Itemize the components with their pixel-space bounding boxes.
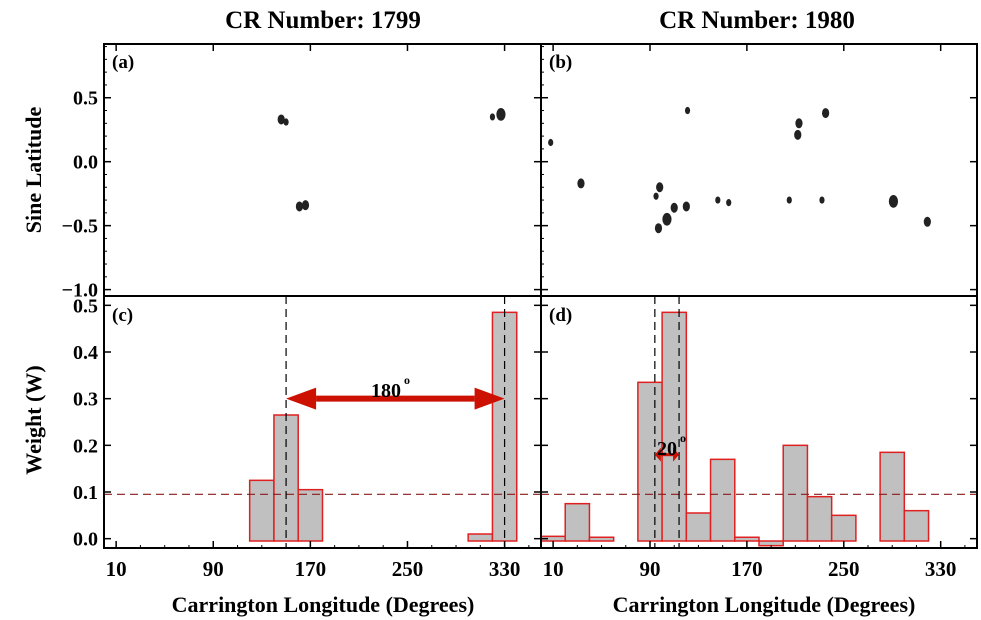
arrow-head-left-d — [654, 447, 661, 462]
bar-c-2 — [297, 488, 324, 542]
title-left: CR Number: 1799 — [225, 7, 421, 34]
bar-d-9 — [782, 444, 809, 542]
panel-label-d: (d) — [549, 305, 572, 326]
panel-b — [541, 44, 977, 291]
bar-d-7 — [734, 536, 760, 542]
ytick-label-c-0: 0.0 — [73, 529, 98, 551]
spot-b-2 — [656, 182, 664, 193]
bar-d-8 — [758, 540, 784, 547]
arrow-label-180-text: 180 — [371, 380, 401, 402]
spot-a-2 — [295, 201, 304, 212]
spot-b-14 — [819, 196, 825, 204]
bar-d-2 — [588, 536, 615, 542]
spot-b-4 — [670, 202, 678, 213]
spot-b-5 — [682, 201, 690, 212]
xlabel-right: Carrington Longitude (Degrees) — [613, 592, 916, 617]
ytick-label-a-3: −1.0 — [62, 280, 98, 302]
xtick-label-d-3: 250 — [828, 557, 860, 581]
xtick-label-d-2: 170 — [731, 557, 763, 581]
panel-label-c: (c) — [112, 305, 133, 326]
bar-d-13 — [903, 509, 930, 542]
spot-b-13 — [822, 108, 830, 119]
bar-d-6 — [709, 458, 736, 542]
bar-d-12 — [879, 451, 906, 542]
arrow-head-right-d — [673, 447, 680, 462]
frame-b — [540, 43, 978, 297]
spot-b-16 — [923, 216, 931, 227]
bar-d-4 — [661, 311, 688, 542]
xtick-label-c-3: 250 — [392, 557, 424, 581]
title-right: CR Number: 1980 — [659, 7, 855, 34]
spot-a-4 — [496, 107, 506, 121]
ytick-label-a-1: 0.0 — [73, 152, 98, 174]
ytick-label-a-2: −0.5 — [62, 216, 98, 238]
bar-d-1 — [564, 502, 591, 542]
spot-a-5 — [489, 113, 496, 121]
ytick-label-c-3: 0.3 — [73, 389, 98, 411]
bar-d-5 — [685, 512, 712, 542]
xtick-label-d-0: 10 — [543, 557, 564, 581]
spot-b-9 — [726, 199, 732, 207]
spot-b-1 — [577, 178, 585, 189]
spot-b-17 — [786, 196, 792, 204]
bar-d-3 — [637, 381, 663, 542]
arrow-label-20-degree: o — [680, 431, 686, 445]
arrow-head-right-c — [474, 387, 505, 410]
xtick-label-c-4: 330 — [489, 557, 521, 581]
frame-a — [103, 43, 542, 297]
xtick-label-d-1: 90 — [640, 557, 661, 581]
panel-label-a: (a) — [112, 52, 134, 73]
spot-a-3 — [301, 200, 310, 211]
ytick-label-c-1: 0.1 — [73, 482, 98, 504]
spot-b-7 — [654, 223, 663, 234]
spot-a-1 — [283, 118, 289, 126]
ytick-label-a-0: 0.5 — [73, 88, 98, 110]
arrow-label-20: 20 o — [657, 431, 686, 460]
xtick-label-c-2: 170 — [295, 557, 327, 581]
panel-label-b: (b) — [549, 52, 572, 73]
panel-a: 0.5 0.0 −0.5 −1.0 — [62, 44, 541, 302]
xlabel-left: Carrington Longitude (Degrees) — [172, 592, 475, 617]
arrow-label-20-text: 20 — [657, 438, 677, 460]
spot-a-0 — [277, 114, 285, 125]
xtick-label-c-1: 90 — [203, 557, 224, 581]
spot-b-8 — [715, 196, 721, 204]
ylabel-bottom: Weight (W) — [21, 365, 46, 474]
bar-d-11 — [830, 514, 857, 542]
spot-b-11 — [795, 118, 803, 129]
ytick-label-c-5: 0.5 — [73, 295, 98, 317]
ylabel-top: Sine Latitude — [21, 107, 46, 234]
ytick-label-c-4: 0.4 — [73, 342, 98, 364]
ytick-label-c-2: 0.2 — [73, 435, 98, 457]
arrow-label-180: 180 o — [371, 373, 410, 402]
panel-d: 10 90 170 250 330 — [540, 296, 977, 581]
arrow-label-180-degree: o — [404, 373, 410, 387]
xtick-label-c-0: 10 — [106, 557, 127, 581]
panel-c: 0.0 0.1 0.2 0.3 0.4 0.5 10 90 170 250 330 — [73, 295, 541, 581]
spot-b-10 — [684, 106, 691, 115]
xtick-label-d-4: 330 — [925, 557, 957, 581]
spot-b-12 — [794, 129, 802, 140]
spot-b-0 — [548, 138, 554, 147]
spot-b-3 — [653, 192, 659, 200]
spot-b-15 — [888, 194, 899, 208]
frame-d — [540, 295, 978, 549]
spot-b-6 — [662, 212, 672, 226]
bar-c-3 — [467, 533, 494, 542]
bar-d-10 — [806, 495, 833, 542]
arrow-head-left-c — [286, 387, 317, 410]
bar-c-0 — [248, 479, 275, 542]
